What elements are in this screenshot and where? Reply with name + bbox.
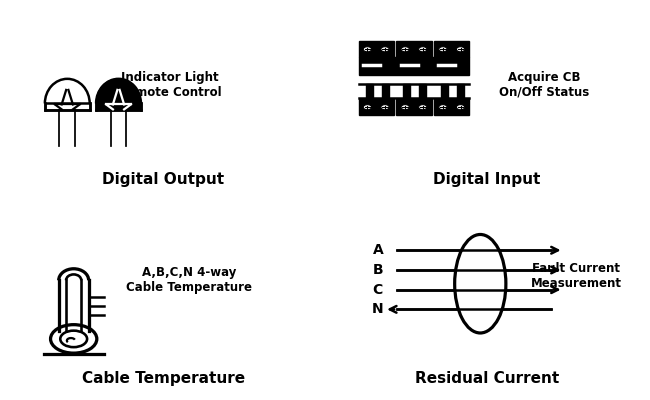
- Bar: [434, 42, 469, 57]
- Circle shape: [456, 105, 465, 110]
- Circle shape: [401, 105, 410, 110]
- Circle shape: [419, 47, 427, 52]
- Polygon shape: [96, 79, 141, 104]
- Circle shape: [381, 105, 389, 110]
- Text: Digital Output: Digital Output: [102, 172, 224, 187]
- Circle shape: [401, 47, 410, 52]
- Text: A,B,C,N 4-way
Cable Temperature: A,B,C,N 4-way Cable Temperature: [126, 266, 252, 294]
- Bar: [457, 84, 464, 98]
- Bar: [396, 99, 432, 115]
- Circle shape: [439, 47, 447, 52]
- Text: Digital Input: Digital Input: [433, 172, 540, 187]
- Bar: [396, 42, 432, 57]
- Bar: [359, 99, 394, 115]
- Circle shape: [381, 47, 389, 52]
- Bar: [441, 84, 448, 98]
- Text: C: C: [372, 283, 383, 297]
- Bar: [45, 104, 90, 110]
- Text: B: B: [372, 263, 383, 277]
- Bar: [359, 42, 394, 57]
- Circle shape: [439, 105, 447, 110]
- Text: Fault Current
Measurement: Fault Current Measurement: [531, 262, 622, 290]
- Text: Cable Temperature: Cable Temperature: [82, 371, 245, 386]
- Text: Acquire CB
On/Off Status: Acquire CB On/Off Status: [499, 71, 590, 99]
- Bar: [382, 84, 389, 98]
- Circle shape: [51, 325, 97, 353]
- Text: N: N: [372, 302, 383, 316]
- Bar: [419, 84, 426, 98]
- Bar: [96, 104, 141, 110]
- Text: Indicator Light
Remote Control: Indicator Light Remote Control: [118, 71, 222, 99]
- Text: A: A: [372, 243, 384, 257]
- Circle shape: [419, 105, 427, 110]
- Bar: [359, 57, 469, 74]
- Bar: [434, 99, 469, 115]
- Circle shape: [60, 331, 87, 347]
- Bar: [366, 84, 372, 98]
- Ellipse shape: [454, 234, 506, 333]
- Text: Residual Current: Residual Current: [415, 371, 559, 386]
- Bar: [404, 84, 411, 98]
- Circle shape: [456, 47, 465, 52]
- Circle shape: [363, 105, 372, 110]
- Circle shape: [363, 47, 372, 52]
